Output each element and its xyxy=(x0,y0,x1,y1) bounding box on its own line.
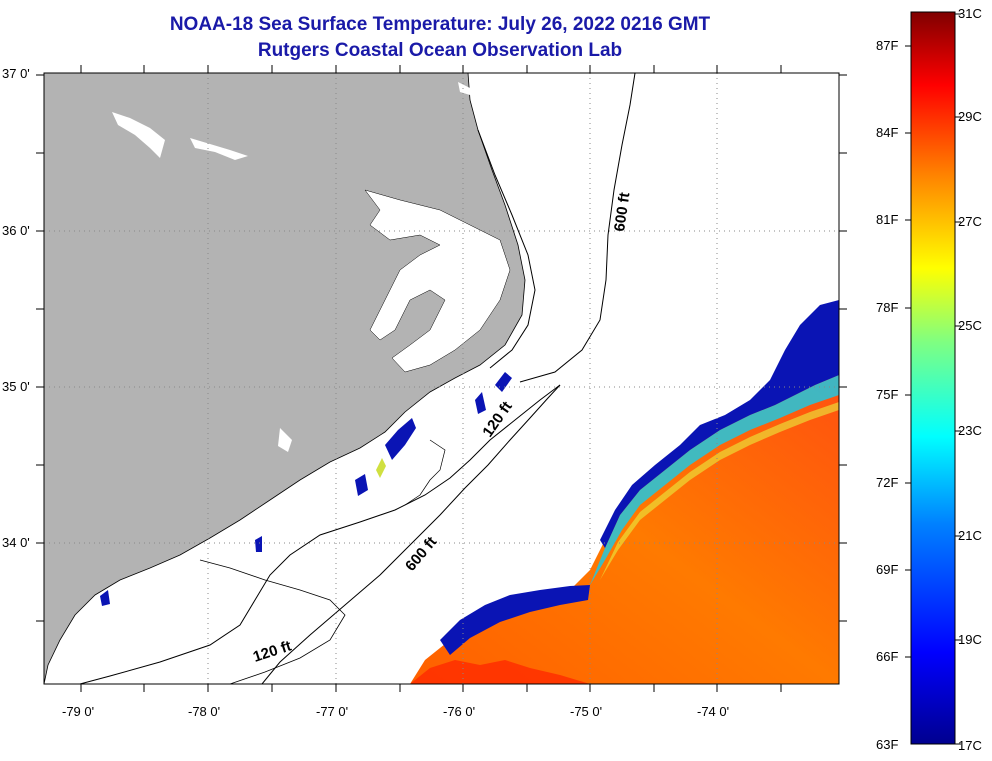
sst-transition xyxy=(590,375,839,585)
axis-ticks xyxy=(36,65,847,692)
colorbar-c-label: 27C xyxy=(958,214,982,229)
lake-2 xyxy=(190,138,248,160)
contour-600ft-south xyxy=(261,384,561,684)
sst-cold-south xyxy=(440,585,590,655)
colorbar-c-label: 19C xyxy=(958,632,982,647)
lon-label: -75 0' xyxy=(570,704,603,719)
sst-cold-edge xyxy=(600,300,839,548)
colorbar-c-label: 21C xyxy=(958,528,982,543)
sst-patch-1 xyxy=(385,418,416,460)
colorbar-f-label: 72F xyxy=(876,475,899,490)
contour-label-600-north: 600 ft xyxy=(611,191,633,232)
lon-label: -76 0' xyxy=(443,704,476,719)
sst-red-south xyxy=(410,660,590,684)
lon-label: -77 0' xyxy=(316,704,349,719)
colorbar-f-label: 87F xyxy=(876,38,899,53)
sst-patch-7 xyxy=(255,536,262,552)
lake-1 xyxy=(112,112,165,158)
colorbar-c-label: 23C xyxy=(958,423,982,438)
contour-600ft-north xyxy=(519,73,636,383)
colorbar-c-label: 29C xyxy=(958,109,982,124)
colorbar-c-label: 25C xyxy=(958,318,982,333)
colorbar-ticks xyxy=(905,13,961,745)
contour-120ft-south xyxy=(199,559,346,684)
colorbar-f-label: 78F xyxy=(876,300,899,315)
colorbar-f-label: 84F xyxy=(876,125,899,140)
lake-3 xyxy=(278,428,292,452)
colorbar-f-label: 75F xyxy=(876,387,899,402)
sst-patch-2 xyxy=(376,458,386,478)
lat-label: 36 0' xyxy=(2,223,30,238)
colorbar-f-label: 69F xyxy=(876,562,899,577)
colorbar-c-label: 17C xyxy=(958,738,982,753)
lon-label: -78 0' xyxy=(188,704,221,719)
map-title: NOAA-18 Sea Surface Temperature: July 26… xyxy=(169,14,711,35)
map-subtitle: Rutgers Coastal Ocean Observation Lab xyxy=(257,40,623,61)
lat-label: 34 0' xyxy=(2,535,30,550)
pamlico-sound xyxy=(364,189,511,373)
sst-patch-6 xyxy=(100,590,110,606)
colorbar-f-label: 63F xyxy=(876,737,899,752)
contour-120ft-inner xyxy=(79,384,561,684)
sst-patch-3 xyxy=(355,474,368,496)
colorbar-c-label: 31C xyxy=(958,6,982,21)
lon-label: -74 0' xyxy=(697,704,730,719)
lake-4 xyxy=(458,82,470,95)
contour-coast-inner xyxy=(404,439,446,506)
lat-label: 35 0' xyxy=(2,379,30,394)
colorbar xyxy=(910,11,956,745)
colorbar-f-label: 81F xyxy=(876,212,899,227)
colorbar-f-label: 66F xyxy=(876,649,899,664)
lon-label: -79 0' xyxy=(62,704,95,719)
outer-banks xyxy=(477,129,536,369)
lat-label: 37 0' xyxy=(2,66,30,81)
sst-patch-5 xyxy=(475,392,486,414)
graticule xyxy=(44,73,839,684)
